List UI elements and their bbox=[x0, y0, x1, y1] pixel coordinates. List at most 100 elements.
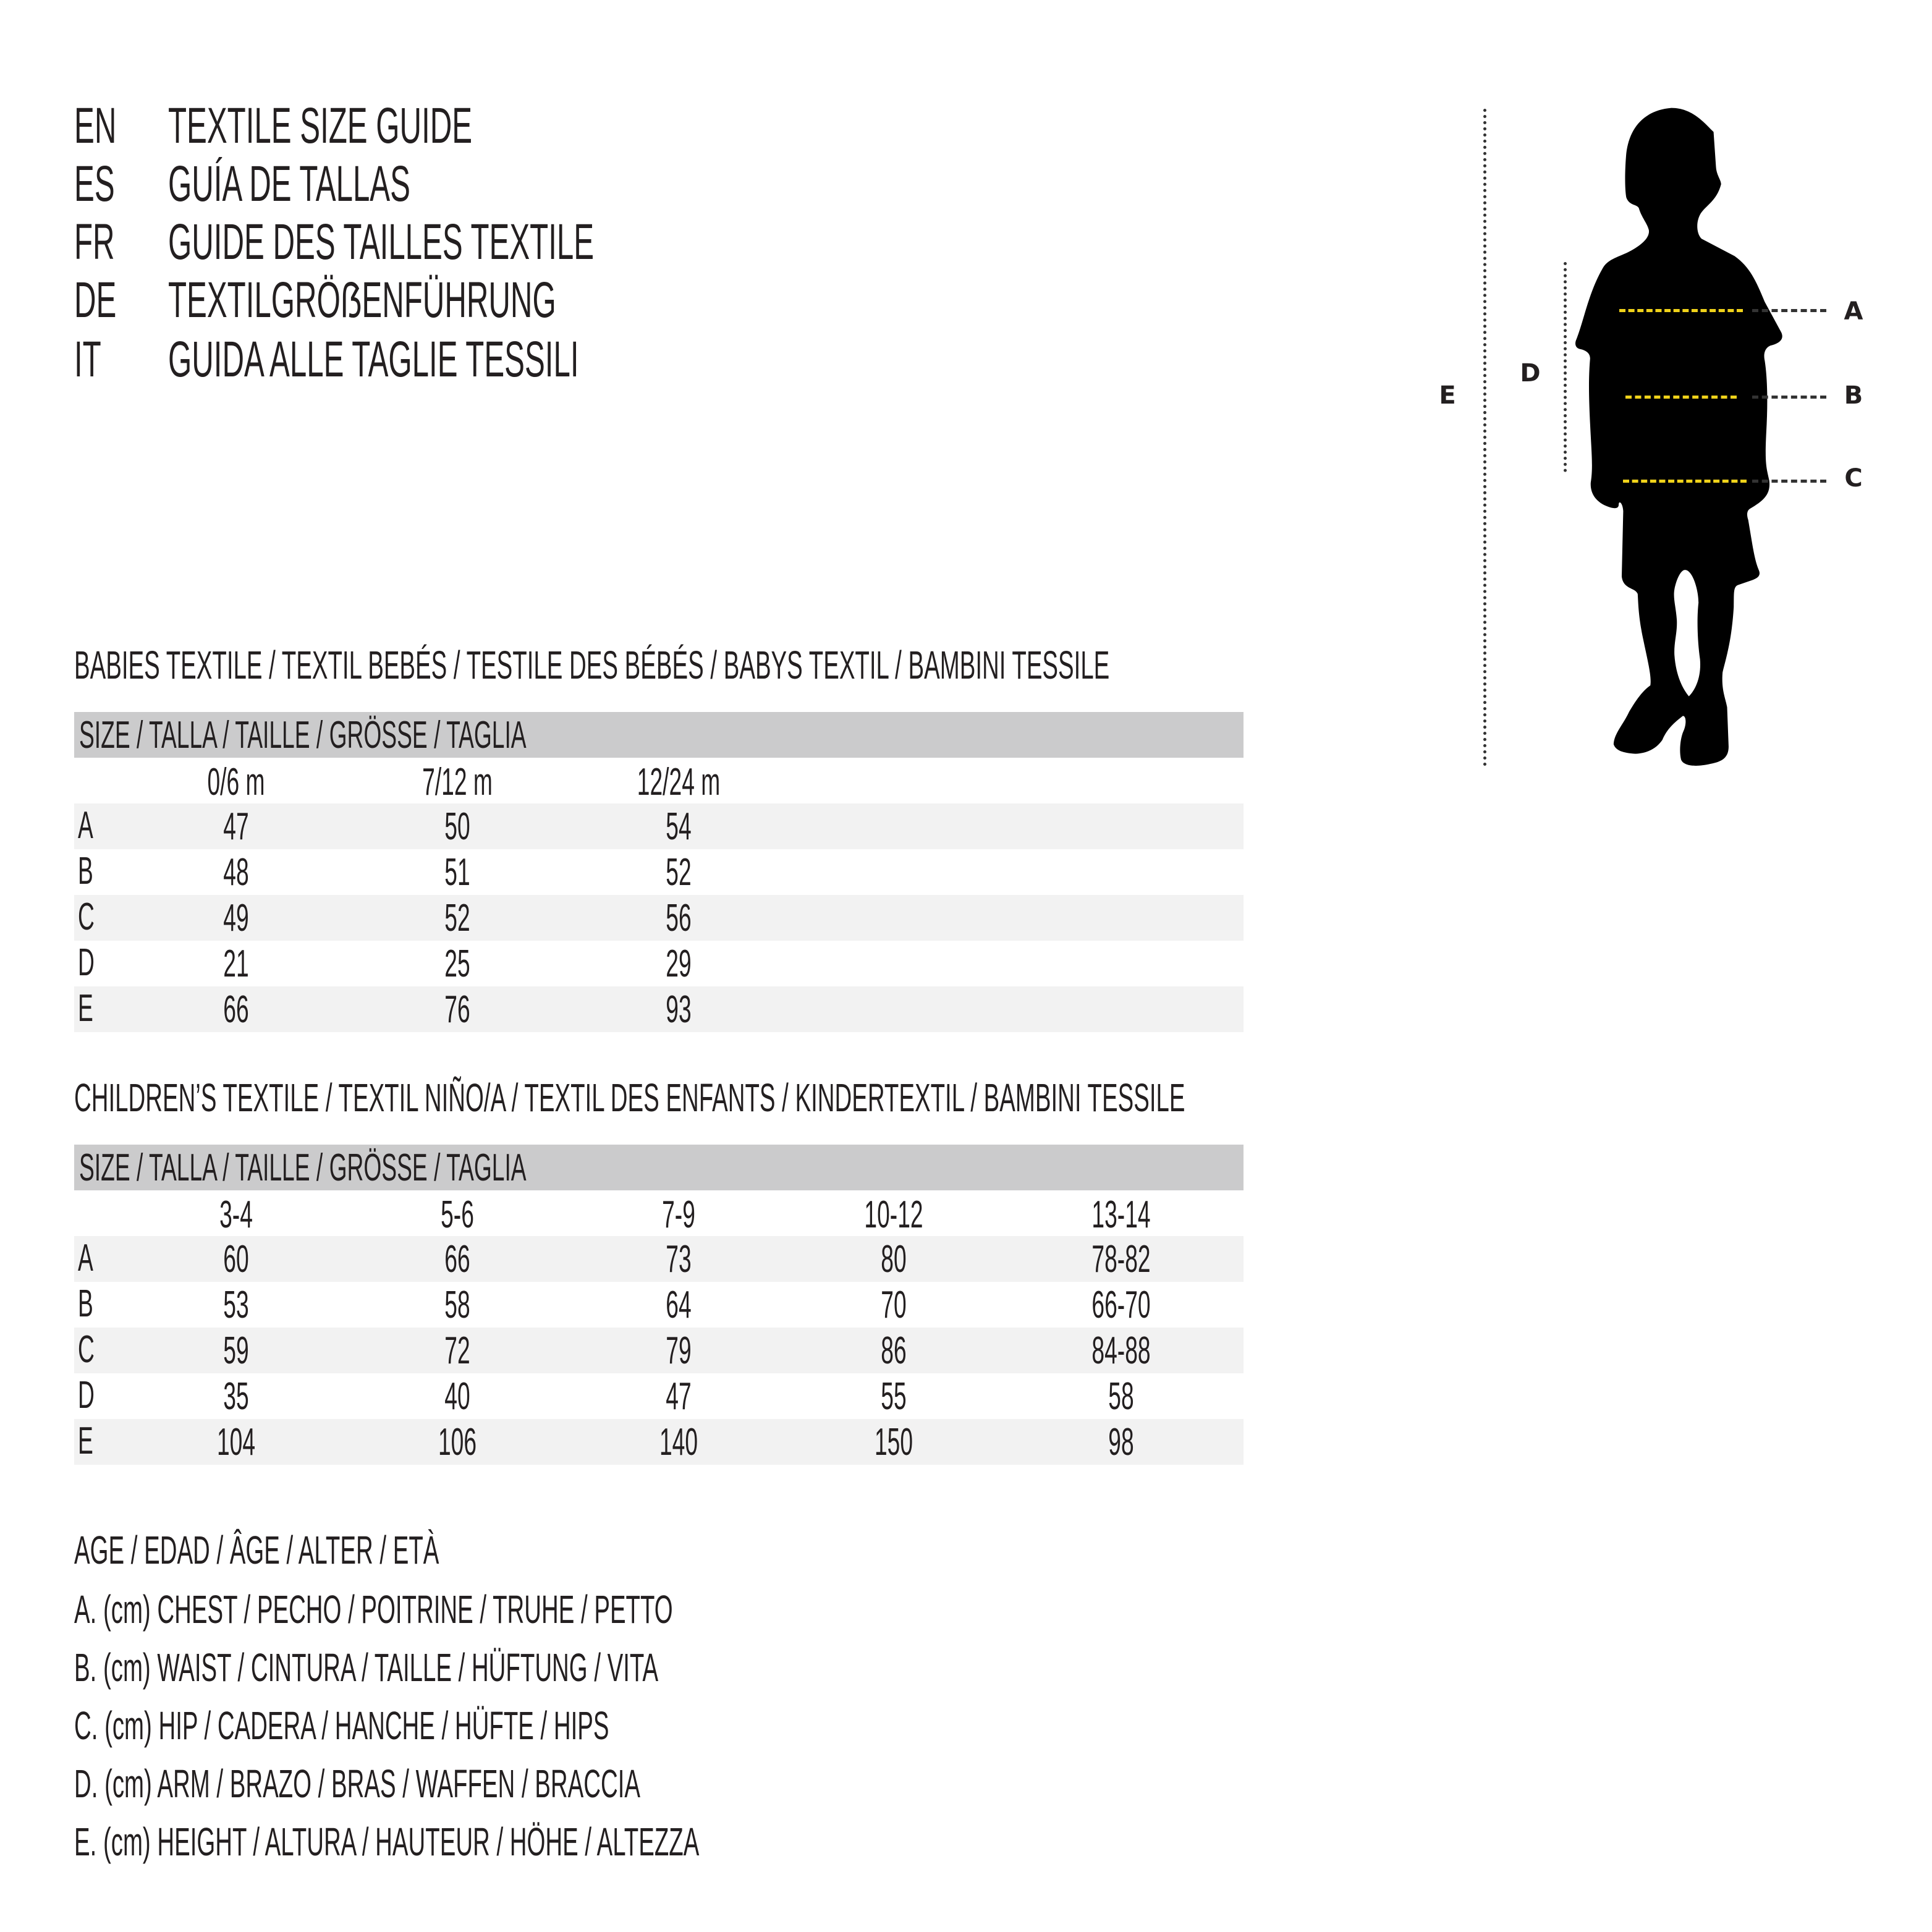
legend-item: E. (cm) HEIGHT / ALTURA / HAUTEUR / HÖHE… bbox=[74, 1820, 700, 1864]
row-label: B bbox=[78, 1282, 93, 1325]
table-cell: 72 bbox=[444, 1329, 470, 1372]
table-cell: 60 bbox=[223, 1238, 249, 1281]
title-text: GUÍA DE TALLAS bbox=[168, 156, 410, 212]
legend-item: B. (cm) WAIST / CINTURA / TAILLE / HÜFTU… bbox=[74, 1645, 659, 1690]
row-stripe bbox=[74, 895, 1244, 941]
table-cell: 52 bbox=[666, 851, 692, 894]
table-cell: 58 bbox=[444, 1284, 470, 1326]
table-cell: 70 bbox=[881, 1284, 907, 1326]
row-label: D bbox=[78, 1374, 95, 1417]
table-cell: 53 bbox=[223, 1284, 249, 1326]
row-stripe bbox=[74, 1328, 1244, 1373]
row-stripe bbox=[74, 1236, 1244, 1282]
table-cell: 80 bbox=[881, 1238, 907, 1281]
row-label: E bbox=[78, 1420, 93, 1462]
table-cell: 93 bbox=[666, 988, 692, 1031]
table-cell: 66 bbox=[223, 988, 249, 1031]
table-cell: 51 bbox=[444, 851, 470, 894]
legend-item: D. (cm) ARM / BRAZO / BRAS / WAFFEN / BR… bbox=[74, 1761, 640, 1806]
table-cell: 25 bbox=[444, 943, 470, 985]
table-cell: 140 bbox=[659, 1421, 698, 1464]
waist-line bbox=[1625, 396, 1737, 399]
title-text: TEXTILGRÖẞENFÜHRUNG bbox=[168, 272, 556, 328]
column-header: 0/6 m bbox=[207, 761, 265, 803]
title-text: GUIDA ALLE TAGLIE TESSILI bbox=[168, 331, 579, 388]
column-header: 10-12 bbox=[864, 1193, 923, 1236]
table-cell: 79 bbox=[666, 1329, 692, 1372]
row-label: D bbox=[78, 941, 95, 984]
size-header: SIZE / TALLA / TAILLE / GRÖSSE / TAGLIA bbox=[79, 714, 527, 756]
table-cell: 86 bbox=[881, 1329, 907, 1372]
legend-item: A. (cm) CHEST / PECHO / POITRINE / TRUHE… bbox=[74, 1587, 673, 1632]
chest-pointer bbox=[1752, 309, 1826, 312]
title-text: TEXTILE SIZE GUIDE bbox=[168, 98, 473, 154]
row-stripe bbox=[74, 986, 1244, 1032]
row-label: A bbox=[78, 804, 93, 847]
title-text: GUIDE DES TAILLES TEXTILE bbox=[168, 214, 595, 270]
label-e: E bbox=[1439, 381, 1456, 410]
column-header: 5-6 bbox=[441, 1193, 474, 1236]
column-header: 7/12 m bbox=[422, 761, 493, 803]
legend-item: C. (cm) HIP / CADERA / HANCHE / HÜFTE / … bbox=[74, 1703, 609, 1748]
row-label: C bbox=[78, 1328, 95, 1371]
label-a: A bbox=[1844, 297, 1863, 326]
lang-code: ES bbox=[74, 156, 115, 212]
table-cell: 64 bbox=[666, 1284, 692, 1326]
table-cell: 150 bbox=[874, 1421, 913, 1464]
height-guide-line bbox=[1483, 109, 1486, 766]
row-label: B bbox=[78, 850, 93, 892]
waist-pointer bbox=[1752, 396, 1826, 399]
row-label: C bbox=[78, 896, 95, 938]
hip-pointer bbox=[1752, 480, 1826, 483]
row-label: E bbox=[78, 987, 93, 1030]
label-d: D bbox=[1520, 359, 1541, 388]
legend-age: AGE / EDAD / ÂGE / ALTER / ETÀ bbox=[74, 1528, 439, 1572]
section-heading: BABIES TEXTILE / TEXTIL BEBÉS / TESTILE … bbox=[74, 643, 1110, 687]
table-cell: 35 bbox=[223, 1375, 249, 1418]
column-header: 7-9 bbox=[662, 1193, 695, 1236]
lang-code: EN bbox=[74, 98, 117, 154]
lang-code: DE bbox=[74, 272, 117, 328]
label-b: B bbox=[1844, 381, 1863, 410]
row-stripe bbox=[74, 1419, 1244, 1465]
table-cell: 98 bbox=[1108, 1421, 1134, 1464]
table-cell: 40 bbox=[444, 1375, 470, 1418]
column-header: 13-14 bbox=[1091, 1193, 1151, 1236]
size-header-bar bbox=[74, 1145, 1244, 1190]
label-c: C bbox=[1844, 464, 1863, 493]
table-cell: 84-88 bbox=[1091, 1329, 1151, 1372]
column-header: 12/24 m bbox=[637, 761, 721, 803]
table-cell: 58 bbox=[1108, 1375, 1134, 1418]
arm-guide-line bbox=[1564, 262, 1567, 472]
section-heading: CHILDREN’S TEXTILE / TEXTIL NIÑO/A / TEX… bbox=[74, 1075, 1185, 1120]
column-header: 3-4 bbox=[219, 1193, 253, 1236]
table-cell: 50 bbox=[444, 805, 470, 848]
table-cell: 52 bbox=[444, 897, 470, 939]
lang-code: FR bbox=[74, 214, 115, 270]
chest-line bbox=[1619, 309, 1743, 312]
table-cell: 49 bbox=[223, 897, 249, 939]
size-header: SIZE / TALLA / TAILLE / GRÖSSE / TAGLIA bbox=[79, 1146, 527, 1189]
table-cell: 55 bbox=[881, 1375, 907, 1418]
table-cell: 66 bbox=[444, 1238, 470, 1281]
child-silhouette bbox=[1575, 108, 1782, 766]
table-cell: 78-82 bbox=[1091, 1238, 1151, 1281]
table-cell: 106 bbox=[438, 1421, 477, 1464]
table-cell: 47 bbox=[223, 805, 249, 848]
size-header-bar bbox=[74, 712, 1244, 758]
row-stripe bbox=[74, 803, 1244, 849]
table-cell: 73 bbox=[666, 1238, 692, 1281]
hip-line bbox=[1623, 480, 1747, 483]
table-cell: 59 bbox=[223, 1329, 249, 1372]
table-cell: 21 bbox=[223, 943, 249, 985]
table-cell: 48 bbox=[223, 851, 249, 894]
table-cell: 54 bbox=[666, 805, 692, 848]
table-cell: 29 bbox=[666, 943, 692, 985]
table-cell: 66-70 bbox=[1091, 1284, 1151, 1326]
table-cell: 76 bbox=[444, 988, 470, 1031]
table-cell: 47 bbox=[666, 1375, 692, 1418]
table-cell: 56 bbox=[666, 897, 692, 939]
lang-code: IT bbox=[74, 331, 101, 388]
table-cell: 104 bbox=[216, 1421, 256, 1464]
row-label: A bbox=[78, 1237, 93, 1279]
